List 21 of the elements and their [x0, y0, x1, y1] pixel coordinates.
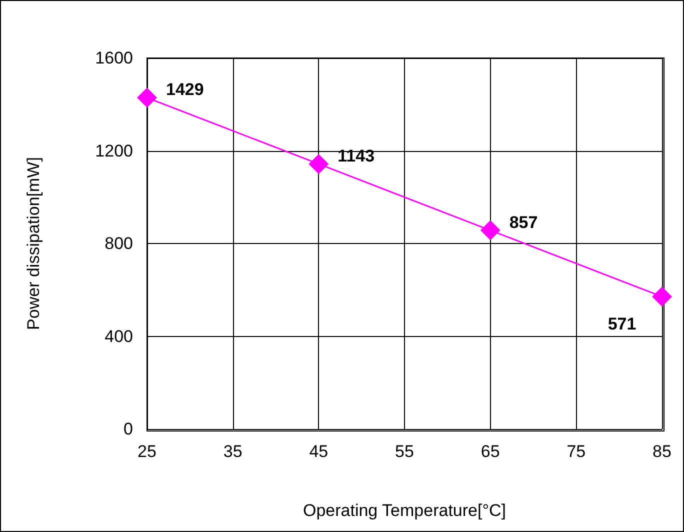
point [308, 154, 329, 174]
x-tick-label: 75 [566, 442, 586, 461]
x-tick-label: 25 [138, 442, 156, 461]
x-tick-label: 65 [480, 442, 500, 461]
y-tick-label: 400 [104, 326, 133, 346]
point [137, 88, 157, 108]
data-label: 1429 [166, 80, 204, 100]
data-label: 571 [608, 314, 636, 334]
x-axis-title: Operating Temperature[°C] [302, 501, 506, 520]
x-tick-label: 55 [395, 442, 414, 461]
y-tick-label: 1200 [95, 141, 133, 160]
x-tick-label: 85 [652, 442, 672, 461]
y-tick-label: 1600 [95, 48, 133, 68]
y-axis-title: Power dissipation[mW] [24, 157, 43, 330]
y-tick-label: 0 [124, 420, 133, 438]
point [652, 286, 672, 307]
x-tick-label: 45 [309, 442, 328, 461]
point [480, 220, 500, 240]
x-tick-label: 35 [223, 442, 242, 461]
y-tick-label: 800 [104, 234, 133, 253]
data-label: 857 [509, 212, 538, 232]
